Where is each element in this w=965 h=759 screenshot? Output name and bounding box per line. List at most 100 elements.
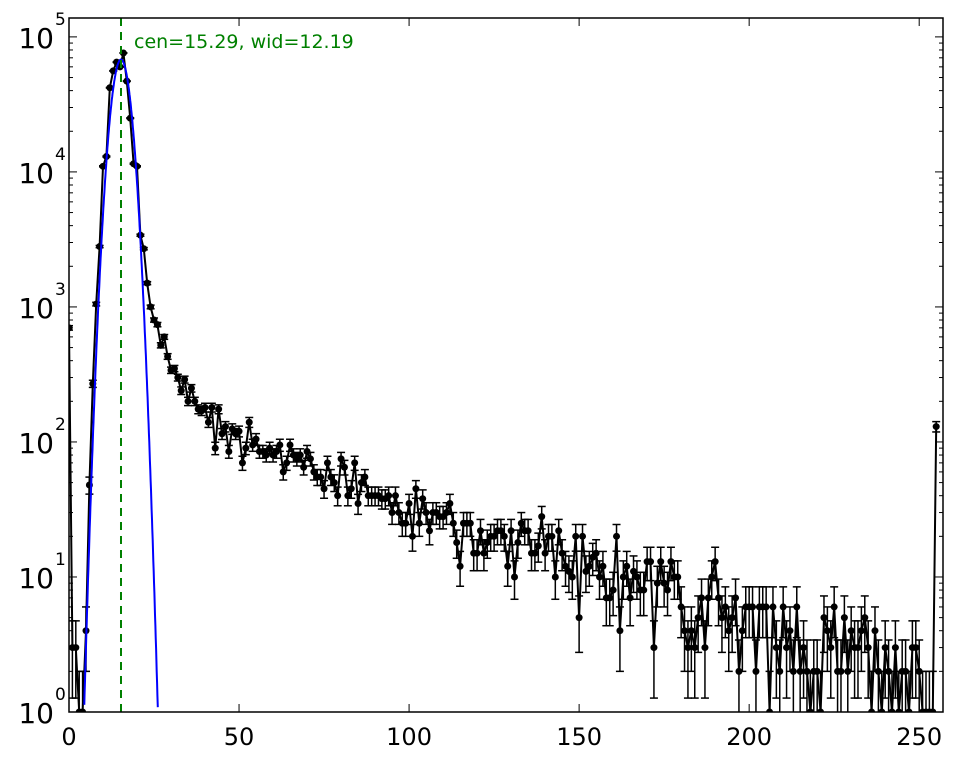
data-marker	[344, 492, 352, 500]
data-point	[629, 555, 638, 594]
data-marker	[861, 614, 869, 622]
data-marker	[184, 397, 192, 405]
data-marker	[708, 573, 716, 581]
data-point	[320, 479, 329, 499]
y-tick-label-base: 10	[18, 22, 54, 55]
data-marker	[762, 603, 770, 611]
data-point	[415, 511, 424, 538]
data-point	[340, 459, 349, 476]
data-marker	[164, 352, 172, 360]
data-point	[622, 550, 631, 588]
data-marker	[157, 341, 165, 349]
y-tick-label-base: 10	[18, 427, 54, 460]
data-marker	[201, 403, 209, 411]
data-marker	[147, 303, 155, 311]
data-point	[547, 523, 556, 552]
data-point	[639, 571, 648, 617]
data-marker	[881, 644, 889, 652]
data-point	[177, 386, 186, 396]
data-marker	[864, 644, 872, 652]
data-marker	[929, 708, 937, 712]
data-marker	[698, 594, 706, 602]
data-marker	[704, 594, 712, 602]
x-tick-label: 0	[61, 723, 76, 751]
data-marker	[752, 667, 760, 675]
data-marker	[466, 519, 474, 527]
data-marker	[888, 708, 896, 712]
data-point	[595, 560, 604, 601]
data-marker	[694, 614, 702, 622]
data-marker	[650, 644, 658, 652]
data-marker	[562, 562, 570, 570]
data-marker	[657, 558, 665, 566]
data-marker	[820, 614, 828, 622]
data-marker	[500, 532, 508, 540]
data-point	[694, 595, 703, 654]
data-marker	[912, 644, 920, 652]
data-point	[690, 620, 699, 699]
data-point	[187, 383, 196, 393]
data-point	[524, 518, 533, 546]
data-marker	[568, 573, 576, 581]
data-marker	[793, 603, 801, 611]
data-marker	[783, 644, 791, 652]
x-tick-label: 100	[386, 723, 432, 751]
data-marker	[749, 603, 757, 611]
data-marker	[534, 542, 542, 550]
data-marker	[422, 509, 430, 517]
data-point	[180, 375, 189, 384]
data-marker	[565, 567, 573, 575]
data-point	[235, 425, 244, 438]
data-marker	[511, 573, 519, 581]
data-point	[214, 404, 223, 415]
data-marker	[504, 562, 512, 570]
data-point	[306, 451, 315, 467]
data-marker	[181, 376, 189, 384]
data-marker	[575, 614, 583, 622]
data-point	[476, 518, 485, 546]
data-point	[360, 468, 369, 487]
data-point	[184, 396, 193, 407]
data-marker	[582, 567, 590, 575]
data-point	[201, 402, 210, 413]
data-marker	[769, 603, 777, 611]
data-marker	[738, 627, 746, 635]
data-point	[928, 670, 937, 712]
data-marker	[725, 627, 733, 635]
data-marker	[585, 562, 593, 570]
data-point	[881, 620, 890, 699]
data-point	[282, 455, 291, 472]
data-marker	[932, 423, 940, 431]
data-point	[762, 586, 771, 639]
data-marker	[405, 500, 413, 508]
data-marker	[647, 558, 655, 566]
data-point	[456, 550, 465, 588]
data-marker	[140, 245, 148, 253]
data-point	[700, 620, 709, 699]
data-point	[646, 546, 655, 582]
data-marker	[524, 527, 532, 535]
y-tick-label-base: 10	[18, 292, 54, 325]
data-marker	[456, 562, 464, 570]
data-point	[95, 243, 104, 251]
data-marker	[599, 562, 607, 570]
data-point	[490, 523, 499, 552]
data-point	[687, 606, 696, 673]
data-point	[143, 279, 152, 287]
data-point	[163, 352, 172, 361]
data-point	[207, 402, 216, 413]
data-marker	[177, 387, 185, 395]
data-marker	[187, 384, 195, 392]
data-point	[697, 578, 706, 627]
data-marker	[616, 627, 624, 635]
data-point	[571, 523, 580, 552]
plot-frame	[68, 17, 944, 713]
data-marker	[633, 573, 641, 581]
data-point	[323, 455, 332, 472]
data-point	[513, 529, 522, 560]
y-tick-label-exponent: 0	[55, 685, 66, 705]
data-marker	[830, 603, 838, 611]
data-point	[299, 459, 308, 476]
data-marker	[507, 527, 515, 535]
